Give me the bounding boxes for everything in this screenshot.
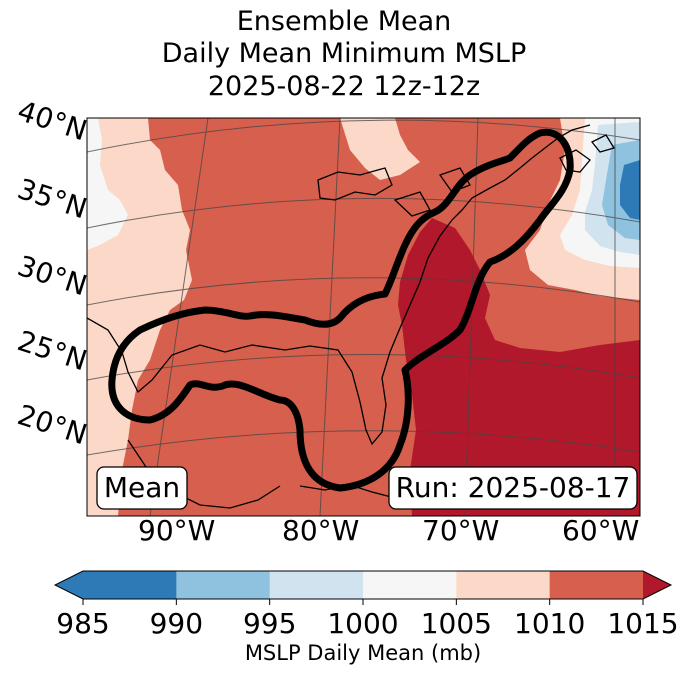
colorbar-tick-label-990: 990 <box>150 607 203 640</box>
mslp-contour <box>108 128 574 492</box>
lat-label-25: 25°N <box>14 324 91 377</box>
mean-box <box>96 466 188 510</box>
colorbar-tick-label-1005: 1005 <box>421 607 492 640</box>
lat-label-40: 40°N <box>14 94 91 147</box>
title-line-1: Ensemble Mean <box>236 6 452 37</box>
lon-label-70w: 70°W <box>422 514 499 547</box>
colorbar-tick-label-1000: 1000 <box>327 607 398 640</box>
field-1015-atlantic <box>398 218 640 516</box>
lon-label-90w: 90°W <box>138 514 215 547</box>
colorbar-extend-low <box>55 571 83 599</box>
colorbar-tick-label-995: 995 <box>243 607 296 640</box>
field-985 <box>620 160 640 220</box>
colorbar-segment-995 <box>269 571 364 599</box>
lat-labels: 40°N 35°N 30°N 25°N 20°N <box>14 94 91 451</box>
title-line-3: 2025-08-22 12z-12z <box>207 71 481 102</box>
colorbar-label: MSLP Daily Mean (mb) <box>245 641 481 665</box>
graticule <box>87 118 640 516</box>
colorbar-extend-high <box>643 571 671 599</box>
title-line-2: Daily Mean Minimum MSLP <box>161 38 527 69</box>
field-1005-north <box>340 118 420 180</box>
lat-label-35: 35°N <box>14 172 91 225</box>
map-frame <box>86 117 641 517</box>
lon-label-80w: 80°W <box>282 514 359 547</box>
colorbar-tick-label-1015: 1015 <box>607 607 678 640</box>
lon-label-60w: 60°W <box>562 514 639 547</box>
colorbar-segment-990 <box>176 571 271 599</box>
colorbar-ticks: 985 990 995 1000 1005 1010 1015 <box>56 599 679 640</box>
lon-labels: 90°W 80°W 70°W 60°W <box>138 514 639 547</box>
lat-label-20: 20°N <box>14 398 91 451</box>
colorbar-tick-label-1010: 1010 <box>514 607 585 640</box>
field-1000-west <box>87 118 128 250</box>
colorbar-segment-985 <box>83 571 177 599</box>
colorbar-tick-label-985: 985 <box>56 607 109 640</box>
coastlines <box>87 124 616 509</box>
colorbar <box>53 570 673 600</box>
colorbar-segment-1010 <box>549 571 644 599</box>
run-box-label: Run: 2025-08-17 <box>396 471 631 504</box>
lat-label-30: 30°N <box>14 249 91 302</box>
mean-box-label: Mean <box>104 471 180 504</box>
run-box <box>388 466 638 510</box>
map-area <box>87 118 640 516</box>
colorbar-segment-1005 <box>456 571 551 599</box>
colorbar-segment-1000 <box>363 571 457 599</box>
